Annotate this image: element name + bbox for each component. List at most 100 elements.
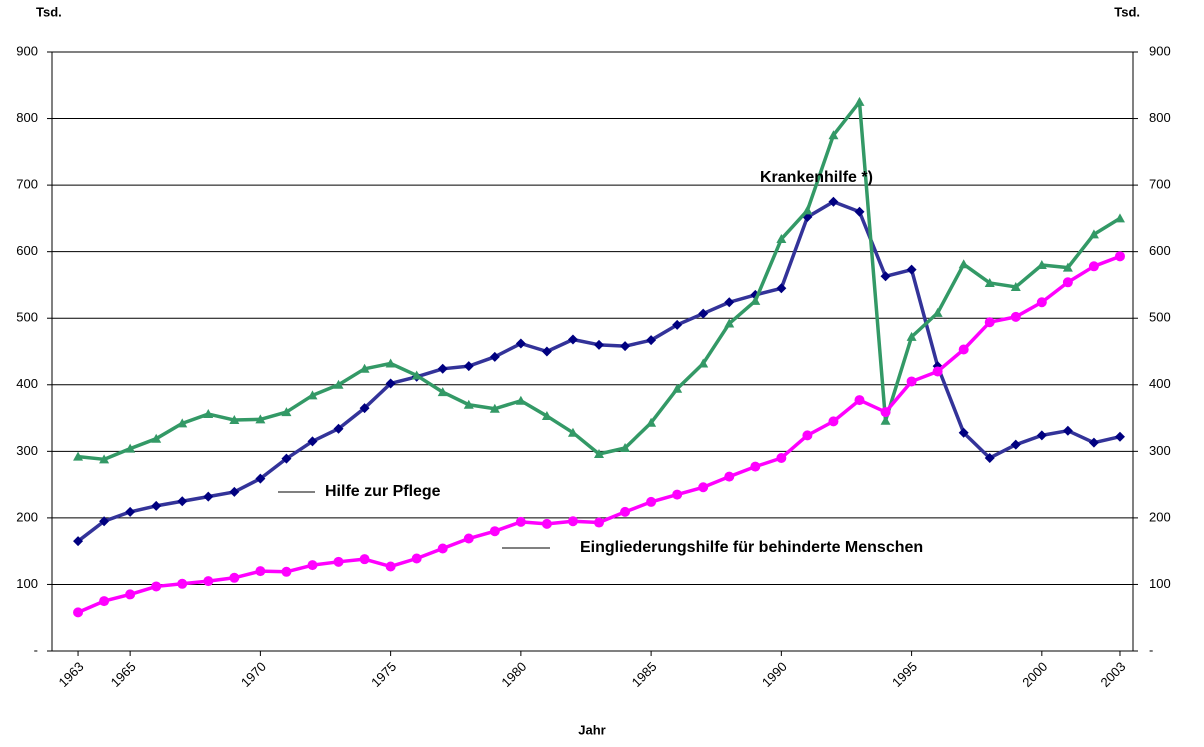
marker: [1088, 261, 1099, 272]
y-tick-label: 900: [16, 43, 38, 58]
x-tick-label: 1980: [498, 659, 529, 690]
marker: [203, 409, 214, 419]
marker: [489, 403, 500, 413]
marker: [906, 264, 917, 275]
marker: [984, 317, 995, 328]
marker: [698, 482, 709, 493]
y2-tick-label: 900: [1149, 43, 1171, 58]
marker: [1010, 281, 1021, 291]
y-tick-label: 500: [16, 310, 38, 325]
marker: [958, 344, 969, 355]
marker: [958, 427, 969, 438]
y2-axis-label: Tsd.: [1114, 4, 1140, 19]
marker: [620, 341, 631, 352]
marker: [594, 517, 605, 528]
marker: [177, 578, 188, 589]
marker: [333, 379, 344, 389]
marker: [1036, 259, 1047, 269]
marker: [776, 283, 787, 294]
marker: [515, 516, 526, 527]
x-tick-label: 1965: [108, 659, 139, 690]
marker: [203, 491, 214, 502]
marker: [724, 297, 735, 308]
marker: [776, 234, 787, 244]
marker: [828, 416, 839, 427]
marker: [802, 430, 813, 441]
marker: [151, 500, 162, 511]
marker: [1088, 229, 1099, 239]
marker: [1114, 431, 1125, 442]
marker: [567, 516, 578, 527]
marker: [99, 454, 110, 464]
marker: [229, 572, 240, 583]
marker: [359, 554, 370, 565]
x-tick-label: 1970: [238, 659, 269, 690]
marker: [880, 271, 891, 282]
marker: [437, 543, 448, 554]
marker: [567, 427, 578, 437]
marker: [646, 496, 657, 507]
marker: [802, 205, 813, 215]
marker: [750, 295, 761, 305]
y-tick-label: 600: [16, 243, 38, 258]
marker: [99, 516, 110, 527]
marker: [385, 561, 396, 572]
marker: [594, 339, 605, 350]
marker: [307, 436, 318, 447]
marker: [307, 390, 318, 400]
marker: [281, 453, 292, 464]
marker: [281, 407, 292, 417]
series: [73, 251, 1125, 618]
marker: [125, 506, 136, 517]
marker: [125, 443, 136, 453]
marker: [463, 361, 474, 372]
series-label: Hilfe zur Pflege: [325, 483, 441, 500]
x-tick-label: 2003: [1097, 659, 1128, 690]
marker: [125, 589, 136, 600]
marker: [229, 415, 240, 425]
y-tick-label: 700: [16, 177, 38, 192]
marker: [151, 581, 162, 592]
marker: [906, 376, 917, 387]
series-line: [77, 100, 1121, 462]
y2-tick-label: 700: [1149, 177, 1171, 192]
y-tick-label: 400: [16, 376, 38, 391]
marker: [385, 378, 396, 389]
marker: [1114, 251, 1125, 262]
y-tick-label: 300: [16, 443, 38, 458]
series: [73, 196, 1125, 547]
marker: [1114, 213, 1125, 223]
marker: [567, 334, 578, 345]
marker: [255, 473, 266, 484]
marker: [646, 335, 657, 346]
y2-tick-label: 400: [1149, 376, 1171, 391]
marker: [828, 130, 839, 140]
y-tick-label: 800: [16, 110, 38, 125]
marker: [489, 526, 500, 537]
y2-tick-label: 800: [1149, 110, 1171, 125]
y-tick-label: 200: [16, 509, 38, 524]
marker: [620, 506, 631, 517]
marker: [463, 533, 474, 544]
marker: [672, 489, 683, 500]
marker: [880, 407, 891, 418]
marker: [73, 536, 84, 547]
marker: [594, 448, 605, 458]
marker: [828, 196, 839, 207]
marker: [411, 553, 422, 564]
marker: [281, 566, 292, 577]
marker: [489, 351, 500, 362]
y-tick-label: -: [34, 642, 38, 657]
marker: [724, 318, 735, 328]
marker: [1036, 297, 1047, 308]
marker: [255, 566, 266, 577]
series-label: Eingliederungshilfe für behinderte Mensc…: [580, 539, 923, 556]
marker: [1088, 437, 1099, 448]
marker: [541, 346, 552, 357]
marker: [333, 423, 344, 434]
y2-tick-label: 200: [1149, 509, 1171, 524]
y-tick-label: 100: [16, 576, 38, 591]
marker: [672, 383, 683, 393]
marker: [672, 319, 683, 330]
marker: [1010, 439, 1021, 450]
